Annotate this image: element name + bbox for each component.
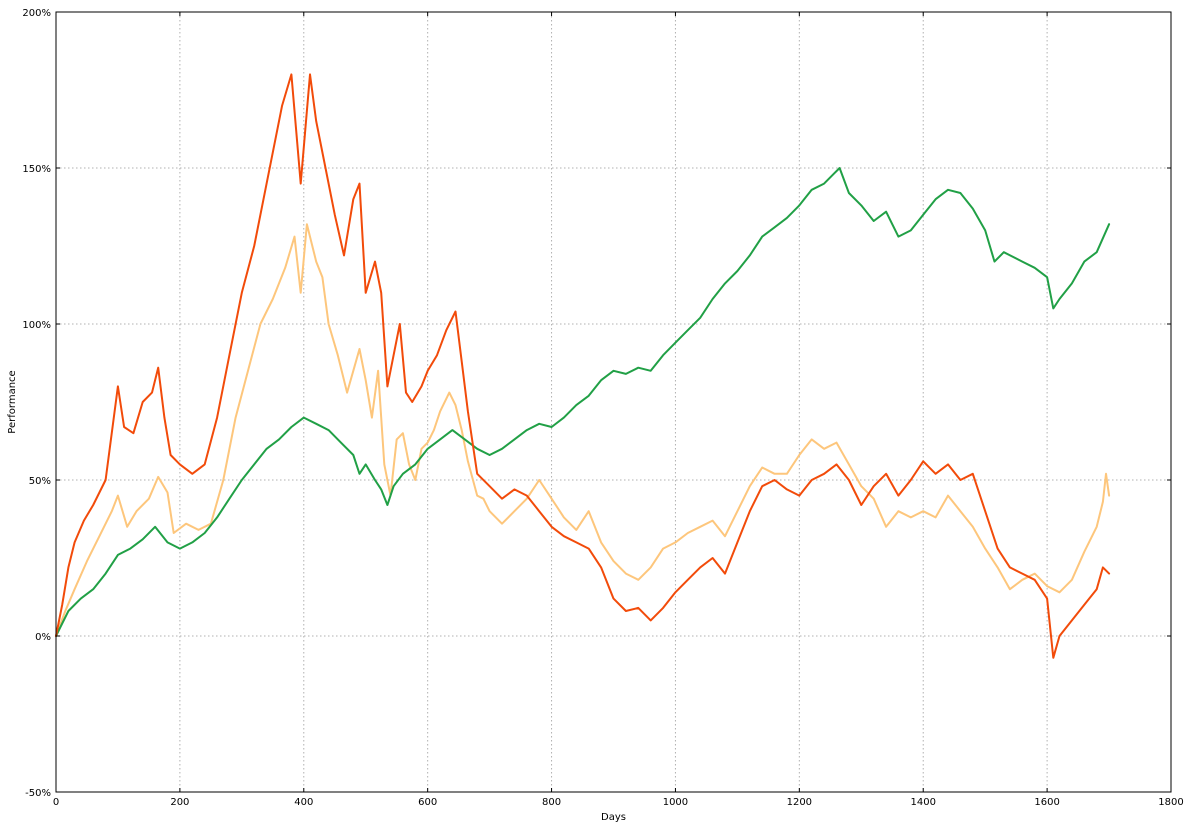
y-tick-label: -50% — [25, 788, 51, 799]
series-line-1 — [55, 223, 1111, 637]
series-layer — [55, 73, 1111, 659]
x-tick-label: 1800 — [1158, 797, 1183, 808]
y-tick-label: 100% — [22, 320, 51, 331]
series-line-3 — [55, 73, 1111, 659]
y-tick-label: 50% — [29, 476, 51, 487]
x-tick-label: 600 — [418, 797, 437, 808]
x-tick-labels: 0 200 400 600 800 1000 1200 1400 1600 1800 — [53, 797, 1184, 808]
y-tick-label: 0% — [35, 632, 51, 643]
x-tick-label: 1200 — [787, 797, 812, 808]
x-tick-label: 200 — [170, 797, 189, 808]
y-tick-label: 150% — [22, 164, 51, 175]
x-tick-label: 0 — [53, 797, 59, 808]
y-tick-labels: -50% 0% 50% 100% 150% 200% — [22, 8, 51, 799]
x-tick-label: 1600 — [1034, 797, 1059, 808]
x-axis-title: Days — [601, 812, 626, 823]
plot-frame — [55, 11, 1172, 793]
x-tick-label: 1000 — [663, 797, 688, 808]
y-axis-title: Performance — [7, 370, 18, 433]
series-line-2 — [55, 167, 1111, 637]
tick-marks — [55, 11, 1172, 793]
grid — [55, 11, 1172, 793]
x-tick-label: 1400 — [910, 797, 935, 808]
x-tick-label: 400 — [294, 797, 313, 808]
y-tick-label: 200% — [22, 8, 51, 19]
x-tick-label: 800 — [542, 797, 561, 808]
